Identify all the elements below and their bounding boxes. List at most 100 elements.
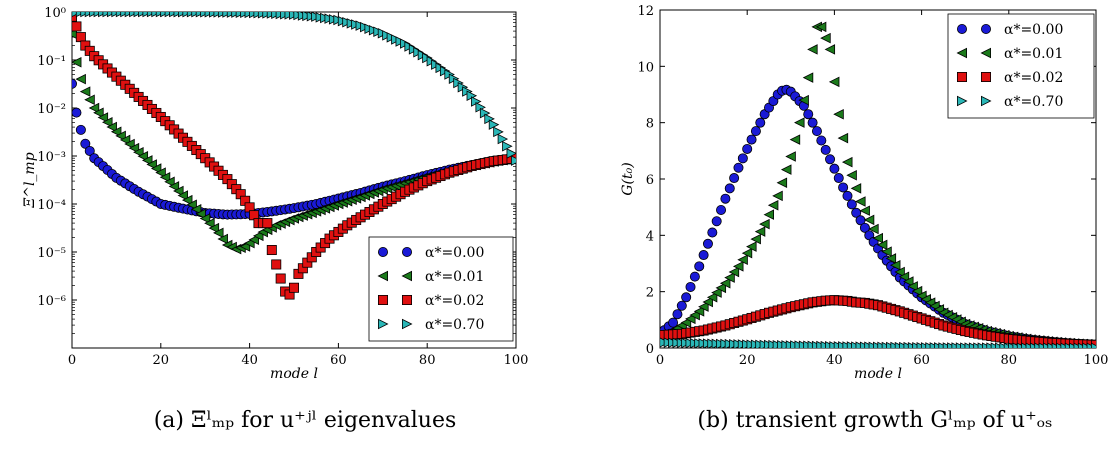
- data-point: [907, 281, 918, 292]
- data-point: [181, 194, 193, 206]
- data-point: [711, 287, 722, 298]
- series-markers: [660, 21, 1096, 348]
- data-point: [159, 171, 171, 183]
- x-tick-label: 40: [241, 353, 258, 368]
- data-point: [737, 254, 748, 265]
- data-point: [750, 126, 761, 137]
- data-point: [141, 155, 153, 166]
- data-point: [110, 126, 122, 138]
- data-point: [97, 112, 109, 123]
- data-point: [186, 199, 197, 210]
- data-point: [676, 300, 687, 311]
- data-point: [79, 86, 91, 97]
- legend-marker: [980, 95, 992, 107]
- data-point: [724, 183, 735, 194]
- data-point: [868, 223, 879, 235]
- y-tick-label: 10⁻¹: [37, 54, 66, 69]
- data-point: [262, 218, 273, 229]
- data-point: [195, 208, 206, 220]
- data-point: [816, 135, 827, 146]
- data-point: [742, 143, 753, 154]
- y-tick-label: 12: [637, 4, 654, 19]
- data-point: [694, 261, 705, 272]
- data-point: [820, 32, 831, 44]
- data-point: [851, 207, 862, 218]
- data-point: [271, 259, 282, 270]
- legend-marker: [956, 47, 968, 59]
- data-point: [876, 239, 888, 251]
- series-markers: [72, 12, 516, 300]
- y-tick-label: 6: [646, 173, 654, 188]
- data-point: [889, 259, 901, 271]
- legend-marker: [401, 318, 413, 330]
- y-tick-label: 8: [646, 117, 654, 132]
- data-point: [833, 108, 844, 120]
- x-tick-label: 60: [330, 353, 347, 368]
- data-point: [217, 233, 228, 245]
- data-point: [124, 138, 135, 150]
- y-tick-label: 10⁰: [44, 6, 66, 21]
- caption-b: (b) transient growth Gˡₘₚ of u⁺ₒₛ: [697, 408, 1053, 433]
- data-point: [672, 309, 683, 320]
- data-point: [746, 241, 757, 252]
- data-point: [204, 218, 215, 229]
- legend-box: [368, 236, 514, 342]
- data-point: [75, 124, 86, 135]
- data-point: [724, 272, 735, 283]
- data-point: [741, 247, 753, 259]
- data-point: [732, 261, 744, 272]
- data-point: [763, 209, 775, 220]
- legend: α*=0.00 α*=0.01 α*=0.02 α*=0.70: [947, 13, 1095, 119]
- legend-label: α*=0.02: [425, 293, 484, 309]
- data-point: [828, 76, 840, 88]
- x-tick-label: 60: [913, 353, 930, 368]
- data-point: [750, 233, 761, 245]
- data-point: [706, 292, 718, 303]
- x-tick-label: 80: [1001, 353, 1018, 368]
- data-point: [755, 117, 766, 128]
- data-point: [780, 164, 792, 175]
- data-point: [702, 296, 713, 308]
- data-point: [266, 245, 277, 256]
- data-point: [898, 271, 910, 282]
- data-point: [689, 271, 700, 282]
- data-point: [798, 94, 809, 106]
- legend-marker: [377, 270, 389, 282]
- data-point: [72, 107, 82, 118]
- data-point: [150, 163, 162, 174]
- data-point: [164, 176, 175, 188]
- data-point: [128, 142, 140, 154]
- data-point: [668, 317, 679, 328]
- data-point: [720, 193, 731, 204]
- legend-label: α*=0.01: [425, 269, 484, 285]
- data-point: [829, 163, 840, 174]
- y-tick-label: 10⁻⁶: [37, 294, 66, 309]
- data-point: [177, 190, 189, 201]
- y-tick-label: 0: [646, 342, 654, 357]
- x-tick-label: 100: [1084, 353, 1109, 368]
- data-point: [106, 121, 117, 133]
- y-tick-label: 2: [646, 286, 654, 301]
- legend-label: α*=0.70: [1004, 94, 1063, 110]
- data-point: [820, 144, 831, 155]
- x-tick-label: 40: [826, 353, 843, 368]
- data-point: [80, 138, 91, 149]
- data-point: [702, 238, 713, 249]
- data-point: [155, 167, 166, 178]
- legend: α*=0.00 α*=0.01 α*=0.02 α*=0.70: [368, 236, 514, 342]
- data-point: [208, 222, 220, 234]
- data-point: [894, 266, 905, 278]
- legend-marker: [377, 246, 388, 257]
- data-point: [728, 266, 740, 278]
- legend-marker: [401, 246, 412, 257]
- data-point: [75, 73, 86, 85]
- data-point: [759, 218, 770, 230]
- data-point: [807, 117, 818, 128]
- data-point: [729, 173, 740, 184]
- data-point: [133, 146, 144, 158]
- data-point: [84, 145, 95, 156]
- data-point: [842, 190, 853, 201]
- x-tick-label: 0: [68, 353, 76, 368]
